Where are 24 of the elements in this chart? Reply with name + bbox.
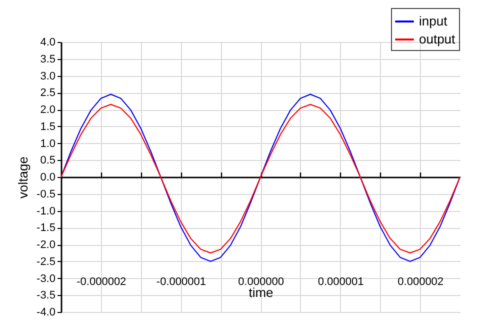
y-tick-label: -1.0 — [36, 205, 56, 218]
y-tick-label: 0.5 — [40, 154, 56, 167]
y-tick-label: 0.0 — [40, 172, 56, 184]
x-tick-label: -0.000002 — [76, 276, 126, 288]
y-tick-label: 3.5 — [40, 53, 56, 66]
y-tick-label: -0.5 — [36, 188, 56, 200]
y-tick-label: 1.0 — [40, 138, 56, 150]
x-tick-label: 0.000001 — [318, 276, 364, 288]
y-tick-label: 4.0 — [40, 36, 56, 48]
y-tick-label: 2.5 — [40, 87, 56, 100]
y-axis-title: voltage — [16, 156, 31, 198]
x-tick-label: 0.000002 — [398, 276, 444, 288]
y-tick-label: -2.0 — [36, 239, 56, 251]
y-tick-label: -1.5 — [36, 222, 56, 234]
y-tick-label: -3.0 — [36, 272, 56, 285]
x-tick-label: -0.000001 — [156, 276, 206, 288]
legend-label: output — [419, 32, 456, 46]
y-tick-label: -4.0 — [36, 306, 56, 318]
y-tick-label: -3.5 — [36, 290, 56, 302]
legend-label: input — [419, 14, 448, 28]
y-tick-label: 1.5 — [40, 120, 56, 133]
y-tick-label: 2.0 — [40, 104, 56, 116]
y-tick-label: 3.0 — [40, 70, 56, 82]
y-tick-label: -2.5 — [36, 256, 56, 268]
